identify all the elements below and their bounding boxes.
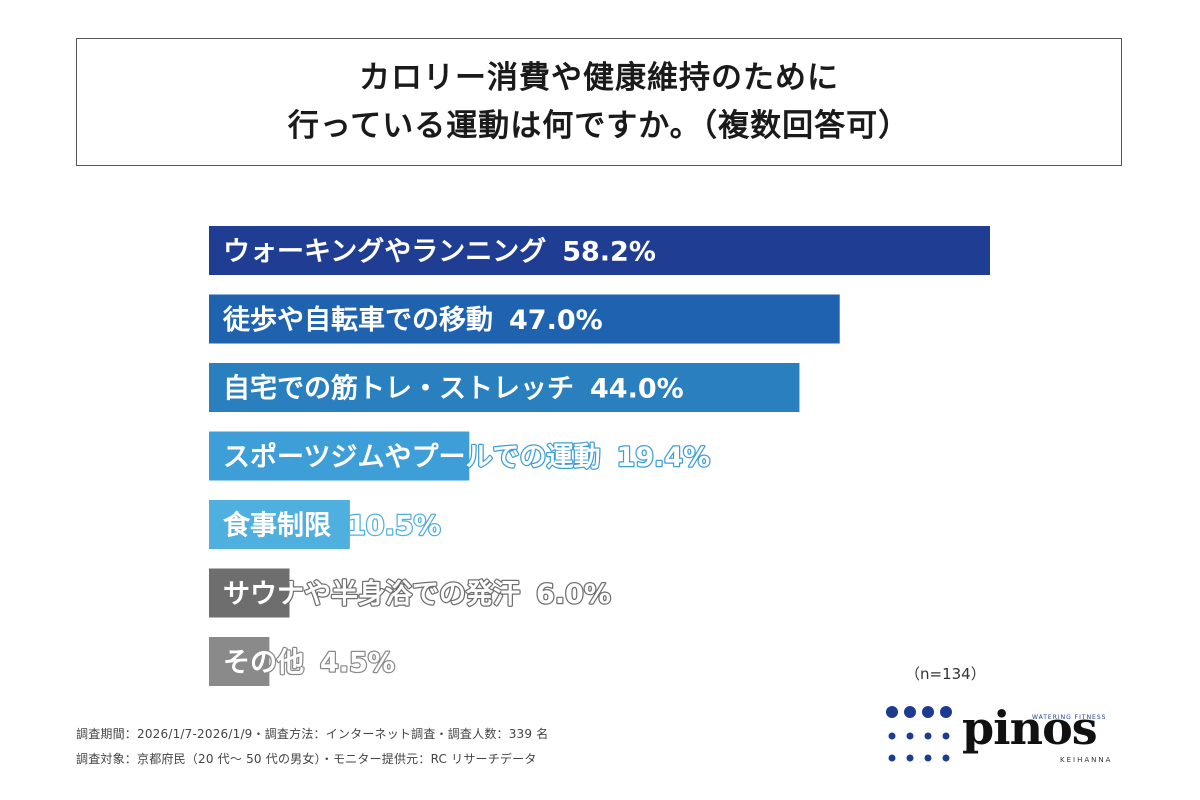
category-label-1: 徒歩や自転車での移動 (222, 304, 493, 336)
bar-4 (209, 500, 350, 549)
logo-subtitle: KEIHANNA (1060, 756, 1113, 764)
category-label-5: サウナや半身浴での発汗 (223, 578, 520, 610)
value-label-4: 10.5% (347, 511, 441, 542)
bar-label-4: 食事制限 10.5% (223, 510, 441, 542)
logo-tagline: WATERING FITNESS (1032, 714, 1107, 721)
bar-label-5: サウナや半身浴での発汗 6.0% (223, 578, 611, 610)
chart-title-line-2: 行っている運動は何ですか。（複数回答可） (287, 108, 911, 144)
value-label-2: 44.0% (590, 374, 684, 405)
bar-0 (209, 226, 990, 275)
bar-label-3: スポーツジムやプールでの運動 19.4% (223, 442, 710, 473)
category-label-0: ウォーキングやランニング (223, 236, 546, 268)
bar-label-2: 自宅での筋トレ・ストレッチ 44.0% (223, 373, 684, 405)
bar-6 (209, 637, 270, 686)
title-box: カロリー消費や健康維持のために 行っている運動は何ですか。（複数回答可） (76, 38, 1122, 166)
category-label-4: 食事制限 (223, 510, 331, 542)
value-label-3: 19.4% (616, 442, 710, 473)
sample-size-label: （n=134） (905, 665, 986, 683)
survey-info-line-1: 調査期間：2026/1/7-2026/1/9・調査方法：インターネット調査・調査… (76, 727, 549, 741)
bar-3 (209, 431, 470, 481)
category-label-3: スポーツジムやプールでの運動 (223, 442, 600, 473)
bar-1 (209, 294, 840, 344)
bar-5 (209, 568, 290, 618)
value-label-6: 4.5% (320, 648, 395, 679)
value-label-0: 58.2% (562, 237, 656, 268)
value-label-5: 6.0% (536, 579, 611, 610)
logo-wordmark: pinos (962, 701, 1098, 755)
category-label-2: 自宅での筋トレ・ストレッチ (223, 373, 574, 405)
value-label-1: 47.0% (509, 305, 603, 336)
bar-label-1: 徒歩や自転車での移動 47.0% (222, 304, 603, 336)
logo-dots-icon (886, 706, 952, 762)
survey-info-line-2: 調査対象：京都府民（20 代〜 50 代の男女）・モニター提供元：RC リサーチ… (76, 752, 537, 766)
bar-label-6: その他 4.5% (223, 648, 395, 679)
category-label-6: その他 (223, 648, 304, 679)
chart-title-line-1: カロリー消費や健康維持のために (359, 60, 839, 96)
bar-2 (209, 363, 800, 412)
pinos-logo: pinos WATERING FITNESS KEIHANNA (884, 692, 1134, 772)
bar-label-0: ウォーキングやランニング 58.2% (223, 236, 656, 268)
